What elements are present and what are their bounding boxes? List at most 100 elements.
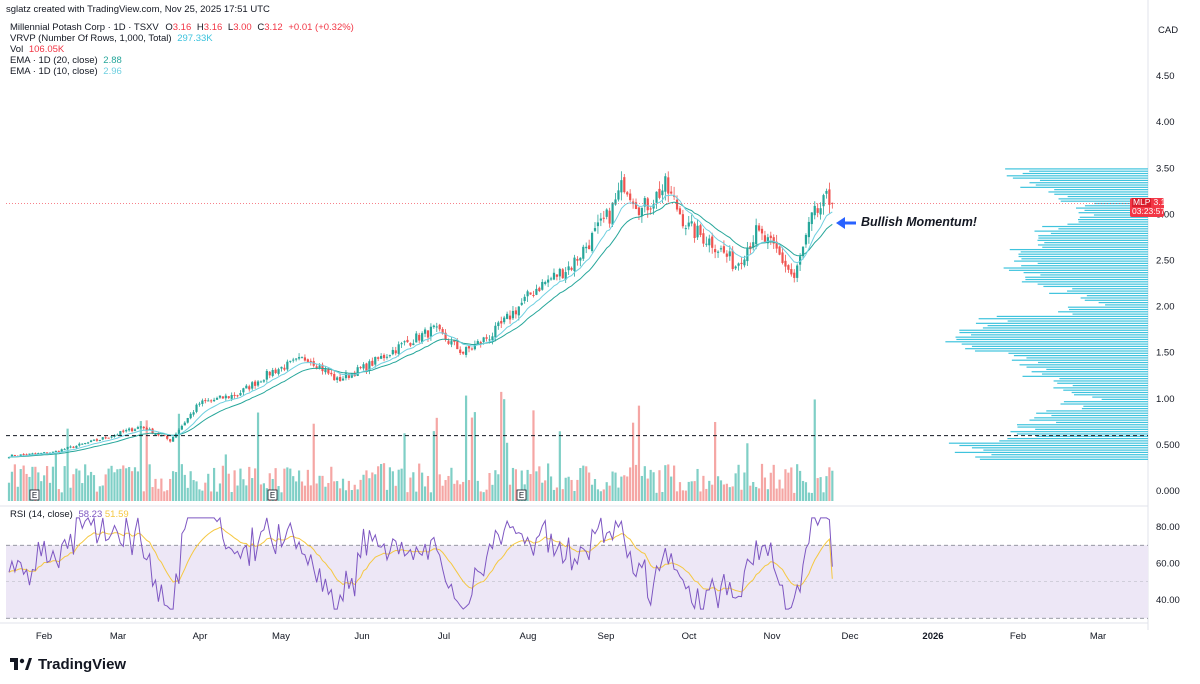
tradingview-logo[interactable]: TradingView xyxy=(10,656,126,673)
volume-bar xyxy=(456,480,459,501)
time-tick-label: Nov xyxy=(764,631,781,642)
volume-bar xyxy=(136,471,140,501)
vrvp-row xyxy=(1084,209,1148,211)
volume-bar xyxy=(218,483,222,501)
vrvp-row xyxy=(1054,189,1148,191)
vrvp-row xyxy=(1043,285,1148,288)
candle-body xyxy=(31,453,34,455)
ema10-legend-row[interactable]: EMA · 1D (10, close) 2.96 xyxy=(10,66,122,77)
candle-body xyxy=(324,369,327,373)
vrvp-row xyxy=(1037,239,1148,241)
candle-body xyxy=(292,359,295,361)
candle-body xyxy=(485,337,488,339)
volume-bar xyxy=(755,486,758,501)
candle-body xyxy=(470,348,474,350)
candle-body xyxy=(681,214,684,227)
candle-body xyxy=(667,177,670,194)
volume-bar xyxy=(514,469,517,501)
earnings-marker xyxy=(516,489,527,501)
volume-bar xyxy=(385,489,389,501)
vrvp-row xyxy=(1025,278,1148,281)
vrvp-row xyxy=(971,334,1148,336)
candle-body xyxy=(7,457,11,459)
candle-body xyxy=(526,291,529,297)
candle-body xyxy=(180,425,183,430)
volume-bar xyxy=(421,472,424,501)
vrvp-row xyxy=(1036,412,1148,414)
vrvp-row xyxy=(1038,235,1148,237)
vrvp-row xyxy=(1051,414,1148,417)
volume-bar xyxy=(675,491,679,501)
candle-body xyxy=(708,238,711,246)
time-tick-label: Aug xyxy=(520,631,537,642)
volume-bar xyxy=(684,490,687,501)
vrvp-legend-row[interactable]: VRVP (Number Of Rows, 1,000, Total) 297.… xyxy=(10,33,213,44)
volume-bar xyxy=(104,474,107,501)
volume-bar xyxy=(122,465,125,501)
volume-bar xyxy=(766,489,769,501)
vrvp-row xyxy=(1040,274,1148,276)
candle-body xyxy=(801,246,805,257)
volume-bar xyxy=(626,476,629,501)
volume-bar xyxy=(300,481,304,501)
vrvp-row xyxy=(1034,417,1148,419)
candle-body xyxy=(245,385,248,389)
vrvp-row xyxy=(1105,304,1148,306)
vrvp-row xyxy=(948,442,1148,444)
ema20-legend-row[interactable]: EMA · 1D (20, close) 2.88 xyxy=(10,55,122,66)
price-tick-label: 3.50 xyxy=(1156,163,1175,174)
vrvp-row xyxy=(1037,361,1148,364)
volume-bar xyxy=(107,468,110,501)
volume-bar xyxy=(719,480,723,501)
candle-body xyxy=(406,339,409,343)
candle-body xyxy=(19,454,22,457)
candle-body xyxy=(766,237,769,244)
candle-body xyxy=(236,395,239,397)
candle-body xyxy=(248,386,251,390)
volume-bar xyxy=(819,477,822,501)
time-tick-label: Jul xyxy=(438,631,450,642)
volume-bar xyxy=(459,484,462,501)
candle-body xyxy=(365,363,368,371)
candle-body xyxy=(218,395,222,398)
candle-body xyxy=(655,191,658,203)
volume-bar xyxy=(333,481,336,501)
volume-bar xyxy=(831,470,834,501)
volume-bar xyxy=(617,487,620,501)
volume-bar xyxy=(350,490,353,501)
candle-body xyxy=(429,326,433,337)
currency-label[interactable]: CAD xyxy=(1158,25,1179,36)
volume-bar xyxy=(631,422,635,501)
vrvp-row xyxy=(1083,405,1148,407)
vol-legend-row[interactable]: Vol 106.05K xyxy=(10,44,64,55)
bullish-annotation-text[interactable]: Bullish Momentum! xyxy=(861,215,977,229)
rsi-legend-row[interactable]: RSI (14, close) 58.23 51.59 xyxy=(10,509,129,520)
volume-bar xyxy=(488,473,491,501)
candle-body xyxy=(743,259,746,266)
volume-bar xyxy=(585,466,588,501)
annotation-arrowhead xyxy=(836,217,845,229)
candle-body xyxy=(37,453,40,455)
candle-body xyxy=(397,344,400,354)
candle-body xyxy=(664,176,667,192)
volume-bar xyxy=(760,463,764,501)
candle-body xyxy=(547,279,550,283)
rsi-tick-label: 60.00 xyxy=(1156,559,1180,570)
vrvp-row xyxy=(1046,368,1148,371)
candle-body xyxy=(473,344,476,350)
volume-bar xyxy=(570,479,573,501)
vrvp-row xyxy=(1021,265,1148,267)
candle-body xyxy=(318,365,321,369)
volume-bar xyxy=(130,471,134,501)
volume-bar xyxy=(148,464,151,501)
candle-body xyxy=(728,251,731,257)
candle-body xyxy=(63,449,66,451)
volume-bar xyxy=(145,420,148,501)
candle-body xyxy=(34,453,37,455)
volume-bar xyxy=(629,467,632,501)
volume-bar xyxy=(728,487,731,501)
candle-body xyxy=(347,374,350,378)
candle-body xyxy=(154,433,157,435)
symbol-legend-row[interactable]: Millennial Potash Corp · 1D · TSXV O3.16… xyxy=(10,22,354,33)
